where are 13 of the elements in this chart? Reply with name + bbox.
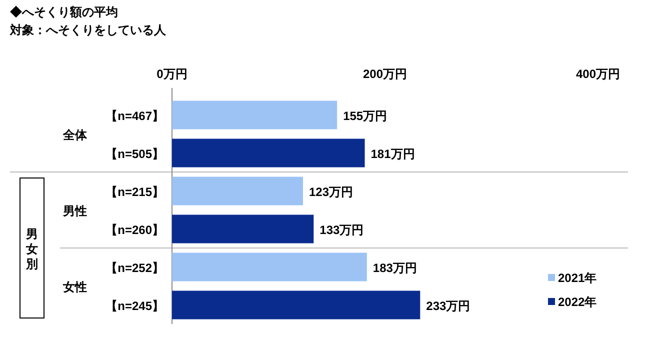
- tick: 200万円: [362, 67, 408, 81]
- category: 【n=260】: [106, 223, 164, 237]
- legend: 2022年: [558, 295, 597, 309]
- legend: 2021年: [558, 271, 597, 285]
- category: 【n=467】: [106, 109, 164, 123]
- category: 【n=215】: [106, 185, 164, 199]
- tick: 0万円: [156, 67, 188, 81]
- tick: 400万円: [576, 67, 620, 81]
- title: ◆へそくり額の平均: [10, 5, 118, 19]
- subtitle: 対象：へそくりをしている人: [10, 23, 166, 37]
- category: 【n=505】: [106, 147, 164, 161]
- category: 【n=245】: [106, 299, 164, 313]
- category: 【n=252】: [106, 261, 164, 275]
